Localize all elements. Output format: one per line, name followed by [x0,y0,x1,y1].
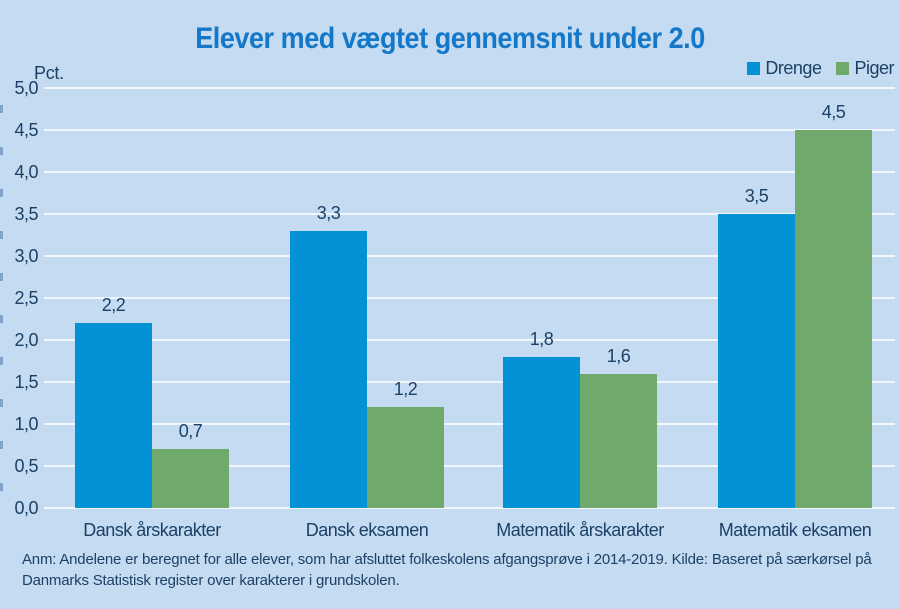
legend-swatch-drenge [747,62,761,75]
y-tick-label: 0,0 [14,498,38,518]
chart-title: Elever med vægtet gennemsnit under 2.0 [195,22,705,55]
bar-piger [152,449,229,508]
y-tick-label: 4,5 [14,120,38,140]
axis-minor-tick [0,147,3,155]
y-tick-label: 2,0 [14,330,38,350]
value-label: 1,6 [606,345,631,366]
axis-minor-tick [0,231,3,239]
axis-minor-tick [0,315,3,323]
bar-piger [795,130,872,508]
legend: Drenge Piger [747,58,894,79]
category-label: Dansk eksamen [305,520,429,540]
source-note-line-1: Anm: Andelene er beregnet for alle eleve… [22,551,872,568]
value-label: 2,2 [101,295,126,316]
bar-drenge [503,356,580,508]
y-axis-unit-label: Pct. [34,63,64,83]
legend-item-piger: Piger [836,58,894,79]
gridline [44,423,895,425]
gridline [44,213,895,215]
axis-minor-tick [0,273,3,281]
value-label: 1,2 [393,379,418,400]
plot-area: 2,2 0,7 3,3 1,2 1,8 1,6 3,5 4,5 [44,87,895,509]
axis-minor-tick [0,105,3,113]
axis-minor-tick [0,357,3,365]
source-note: Anm: Andelene er beregnet for alle eleve… [22,549,872,591]
gridline [44,465,895,467]
bar-drenge [75,323,152,508]
value-label: 0,7 [178,421,203,442]
gridline [44,171,895,173]
gridline [44,255,895,257]
axis-minor-tick [0,441,3,449]
bar-piger [367,407,444,508]
category-label: Matematik eksamen [718,520,872,540]
y-tick-label: 4,0 [14,162,38,182]
category-label: Matematik årskarakter [496,520,664,540]
bar-drenge [290,230,367,508]
value-label: 4,5 [821,102,846,122]
gridline [44,297,895,299]
legend-item-drenge: Drenge [747,58,822,79]
value-label: 3,5 [744,186,769,206]
legend-swatch-piger [836,62,850,75]
gridline [44,339,895,341]
category-label: Dansk årskarakter [83,520,221,540]
gridline [44,507,895,509]
bar-piger [580,373,657,508]
y-tick-label: 1,5 [14,372,38,392]
y-tick-label: 2,5 [14,288,38,308]
axis-minor-tick [0,483,3,491]
legend-label: Drenge [765,58,822,78]
y-tick-label: 0,5 [14,456,38,476]
gridline [44,129,895,131]
axis-minor-tick [0,189,3,197]
y-tick-label: 5,0 [14,78,38,98]
legend-label: Piger [854,58,894,78]
source-note-line-2: Danmarks Statistisk register over karakt… [22,572,400,589]
gridline [44,87,895,89]
value-label: 3,3 [316,202,341,223]
value-label: 1,8 [529,328,554,349]
gridline [44,381,895,383]
y-tick-label: 1,0 [14,414,38,434]
y-tick-label: 3,5 [14,204,38,224]
y-tick-label: 3,0 [14,246,38,266]
bar-drenge [718,214,795,508]
axis-minor-tick [0,399,3,407]
